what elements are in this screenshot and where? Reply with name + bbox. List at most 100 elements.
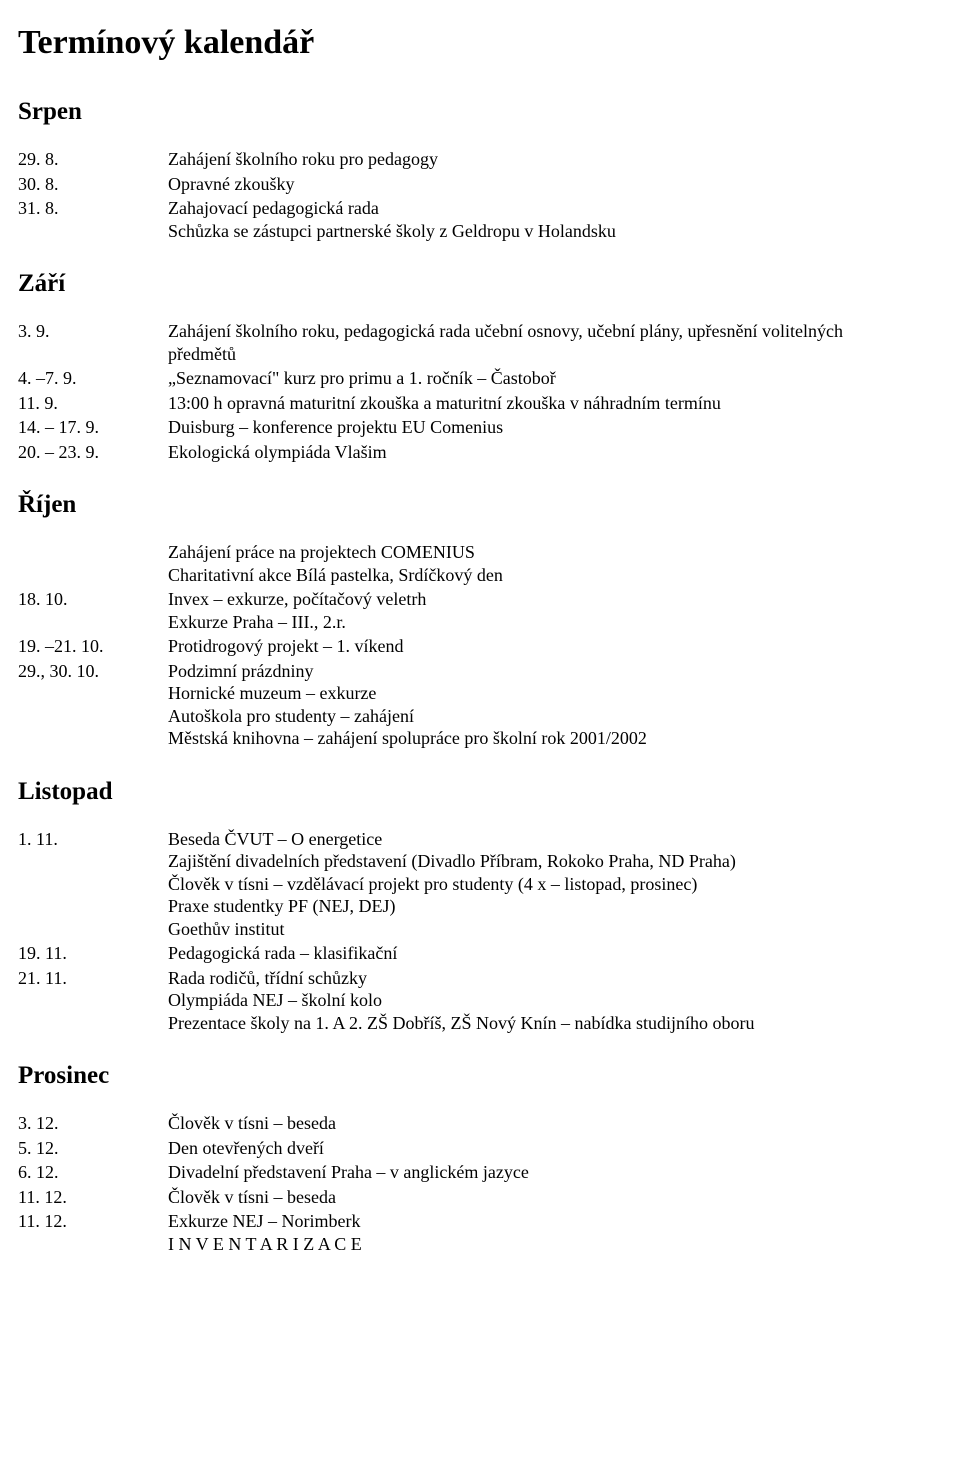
- entry-text: Divadelní představení Praha – v anglické…: [168, 1161, 942, 1184]
- entry-text: Člověk v tísni – beseda: [168, 1186, 942, 1209]
- entry-text-line: Zajištění divadelních představení (Divad…: [168, 850, 942, 873]
- entry-text-line: Pedagogická rada – klasifikační: [168, 942, 942, 965]
- entry-text-line: Městská knihovna – zahájení spolupráce p…: [168, 727, 942, 750]
- entry-date: 11. 9.: [18, 392, 168, 415]
- entry-text: Beseda ČVUT – O energeticeZajištění diva…: [168, 828, 942, 941]
- entry-text-line: I N V E N T A R I Z A C E: [168, 1233, 942, 1256]
- entry-date: 19. –21. 10.: [18, 635, 168, 658]
- entry-text-line: Prezentace školy na 1. A 2. ZŠ Dobříš, Z…: [168, 1012, 942, 1035]
- entry-text: Opravné zkoušky: [168, 173, 942, 196]
- entry-text-line: Invex – exkurze, počítačový veletrh: [168, 588, 942, 611]
- calendar-entry: 29. 8.Zahájení školního roku pro pedagog…: [18, 148, 942, 171]
- entry-text-line: Zahájení školního roku, pedagogická rada…: [168, 320, 942, 343]
- calendar-entry: 19. 11.Pedagogická rada – klasifikační: [18, 942, 942, 965]
- entry-text-line: Protidrogový projekt – 1. víkend: [168, 635, 942, 658]
- entry-text: Zahájení školního roku pro pedagogy: [168, 148, 942, 171]
- entry-text-line: Divadelní představení Praha – v anglické…: [168, 1161, 942, 1184]
- entry-text-line: Exkurze NEJ – Norimberk: [168, 1210, 942, 1233]
- entry-text: Pedagogická rada – klasifikační: [168, 942, 942, 965]
- calendar-entry: 20. – 23. 9.Ekologická olympiáda Vlašim: [18, 441, 942, 464]
- entry-date: 11. 12.: [18, 1210, 168, 1233]
- entry-text-line: 13:00 h opravná maturitní zkouška a matu…: [168, 392, 942, 415]
- entry-text: Člověk v tísni – beseda: [168, 1112, 942, 1135]
- calendar-entry: 11. 12.Člověk v tísni – beseda: [18, 1186, 942, 1209]
- section-heading: Září: [18, 270, 942, 298]
- entry-text-line: Exkurze Praha – III., 2.r.: [168, 611, 942, 634]
- entry-date: 20. – 23. 9.: [18, 441, 168, 464]
- entry-text-line: Člověk v tísni – vzdělávací projekt pro …: [168, 873, 942, 896]
- entry-date: 29., 30. 10.: [18, 660, 168, 683]
- calendar-entry: 11. 12.Exkurze NEJ – NorimberkI N V E N …: [18, 1210, 942, 1255]
- section-heading: Prosinec: [18, 1062, 942, 1090]
- entry-date: 29. 8.: [18, 148, 168, 171]
- entry-text: „Seznamovací" kurz pro primu a 1. ročník…: [168, 367, 942, 390]
- entry-text-line: Opravné zkoušky: [168, 173, 942, 196]
- section-heading: Listopad: [18, 778, 942, 806]
- entry-text-line: Člověk v tísni – beseda: [168, 1186, 942, 1209]
- entry-text: Zahajovací pedagogická radaSchůzka se zá…: [168, 197, 942, 242]
- entry-text-line: Charitativní akce Bílá pastelka, Srdíčko…: [168, 564, 942, 587]
- entry-text-line: Zahajovací pedagogická rada: [168, 197, 942, 220]
- entry-date: 6. 12.: [18, 1161, 168, 1184]
- entry-text-line: Zahájení školního roku pro pedagogy: [168, 148, 942, 171]
- entry-text-line: Duisburg – konference projektu EU Comeni…: [168, 416, 942, 439]
- calendar-entry: 18. 10.Invex – exkurze, počítačový velet…: [18, 588, 942, 633]
- entry-text-line: Hornické muzeum – exkurze: [168, 682, 942, 705]
- entry-date: 4. –7. 9.: [18, 367, 168, 390]
- calendar-entry: 19. –21. 10.Protidrogový projekt – 1. ví…: [18, 635, 942, 658]
- entry-text: Ekologická olympiáda Vlašim: [168, 441, 942, 464]
- entry-text-line: Goethův institut: [168, 918, 942, 941]
- entry-date: 11. 12.: [18, 1186, 168, 1209]
- entry-text-line: Rada rodičů, třídní schůzky: [168, 967, 942, 990]
- entry-text: Den otevřených dveří: [168, 1137, 942, 1160]
- calendar-entry: 21. 11.Rada rodičů, třídní schůzkyOlympi…: [18, 967, 942, 1035]
- entry-text-line: Den otevřených dveří: [168, 1137, 942, 1160]
- calendar-entry: 4. –7. 9.„Seznamovací" kurz pro primu a …: [18, 367, 942, 390]
- calendar-entry: 3. 12.Člověk v tísni – beseda: [18, 1112, 942, 1135]
- entry-text-line: Autoškola pro studenty – zahájení: [168, 705, 942, 728]
- calendar-entry: 31. 8.Zahajovací pedagogická radaSchůzka…: [18, 197, 942, 242]
- entry-text: Exkurze NEJ – NorimberkI N V E N T A R I…: [168, 1210, 942, 1255]
- entry-date: 18. 10.: [18, 588, 168, 611]
- entry-date: 1. 11.: [18, 828, 168, 851]
- entry-date: 14. – 17. 9.: [18, 416, 168, 439]
- calendar-entry: 1. 11.Beseda ČVUT – O energeticeZajištěn…: [18, 828, 942, 941]
- entry-text: Protidrogový projekt – 1. víkend: [168, 635, 942, 658]
- calendar-entry: 14. – 17. 9.Duisburg – konference projek…: [18, 416, 942, 439]
- entry-text-line: Schůzka se zástupci partnerské školy z G…: [168, 220, 942, 243]
- entry-date: 19. 11.: [18, 942, 168, 965]
- calendar-entry: Zahájení práce na projektech COMENIUSCha…: [18, 541, 942, 586]
- page-title: Termínový kalendář: [18, 24, 942, 62]
- entry-text-line: předmětů: [168, 343, 942, 366]
- sections-container: Srpen 29. 8.Zahájení školního roku pro pe…: [18, 98, 942, 1255]
- entry-text: Rada rodičů, třídní schůzkyOlympiáda NEJ…: [168, 967, 942, 1035]
- entry-text-line: Zahájení práce na projektech COMENIUS: [168, 541, 942, 564]
- entry-date: 3. 9.: [18, 320, 168, 343]
- section-heading: Říjen: [18, 491, 942, 519]
- entry-date: 3. 12.: [18, 1112, 168, 1135]
- entry-text-line: Člověk v tísni – beseda: [168, 1112, 942, 1135]
- calendar-entry: 11. 9.13:00 h opravná maturitní zkouška …: [18, 392, 942, 415]
- entry-text-line: Praxe studentky PF (NEJ, DEJ): [168, 895, 942, 918]
- calendar-entry: 29., 30. 10.Podzimní prázdninyHornické m…: [18, 660, 942, 750]
- calendar-entry: 6. 12.Divadelní představení Praha – v an…: [18, 1161, 942, 1184]
- entry-text-line: Beseda ČVUT – O energetice: [168, 828, 942, 851]
- calendar-entry: 30. 8.Opravné zkoušky: [18, 173, 942, 196]
- calendar-entry: 5. 12.Den otevřených dveří: [18, 1137, 942, 1160]
- entry-text-line: Podzimní prázdniny: [168, 660, 942, 683]
- entry-text-line: „Seznamovací" kurz pro primu a 1. ročník…: [168, 367, 942, 390]
- calendar-entry: 3. 9.Zahájení školního roku, pedagogická…: [18, 320, 942, 365]
- entry-text: Duisburg – konference projektu EU Comeni…: [168, 416, 942, 439]
- entry-date: 21. 11.: [18, 967, 168, 990]
- entry-text: Zahájení práce na projektech COMENIUSCha…: [168, 541, 942, 586]
- entry-text-line: Olympiáda NEJ – školní kolo: [168, 989, 942, 1012]
- entry-text: Invex – exkurze, počítačový veletrhExkur…: [168, 588, 942, 633]
- section-heading: Srpen: [18, 98, 942, 126]
- entry-text: Podzimní prázdninyHornické muzeum – exku…: [168, 660, 942, 750]
- entry-date: 30. 8.: [18, 173, 168, 196]
- entry-date: 5. 12.: [18, 1137, 168, 1160]
- entry-date: 31. 8.: [18, 197, 168, 220]
- entry-text-line: Ekologická olympiáda Vlašim: [168, 441, 942, 464]
- entry-text: Zahájení školního roku, pedagogická rada…: [168, 320, 942, 365]
- entry-text: 13:00 h opravná maturitní zkouška a matu…: [168, 392, 942, 415]
